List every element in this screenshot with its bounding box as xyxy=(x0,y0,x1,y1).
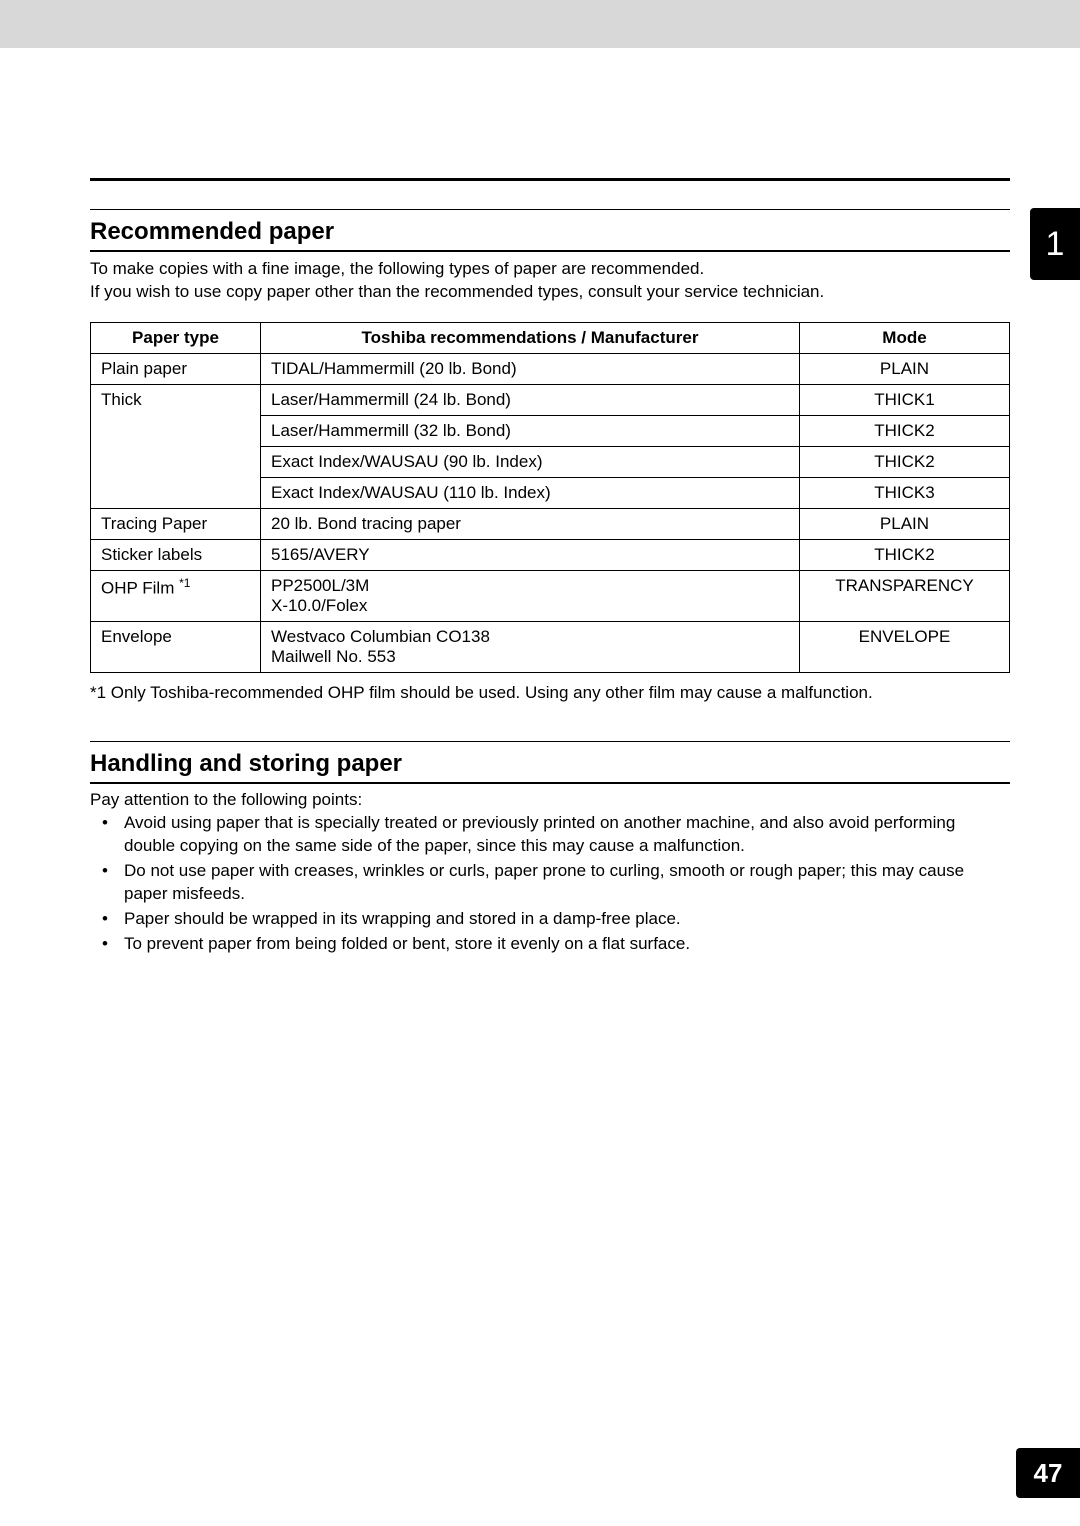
heading-rule-bottom xyxy=(90,250,1010,252)
cell-recommendation: Laser/Hammermill (24 lb. Bond) xyxy=(261,384,800,415)
list-item: Avoid using paper that is specially trea… xyxy=(90,812,1010,858)
intro-line-2: If you wish to use copy paper other than… xyxy=(90,282,824,301)
content-area: Recommended paper To make copies with a … xyxy=(90,178,1010,956)
page: 1 Recommended paper To make copies with … xyxy=(0,48,1080,1526)
table-row: Sticker labels 5165/AVERY THICK2 xyxy=(91,539,1010,570)
cell-paper-type: Plain paper xyxy=(91,353,261,384)
handling-bullet-list: Avoid using paper that is specially trea… xyxy=(90,812,1010,956)
table-body: Plain paper TIDAL/Hammermill (20 lb. Bon… xyxy=(91,353,1010,672)
section-handling-storing: Handling and storing paper xyxy=(90,741,1010,784)
section-recommended-paper: Recommended paper xyxy=(90,209,1010,252)
list-item: Paper should be wrapped in its wrapping … xyxy=(90,908,1010,931)
cell-mode: PLAIN xyxy=(800,508,1010,539)
paper-table: Paper type Toshiba recommendations / Man… xyxy=(90,322,1010,673)
cell-paper-type: OHP Film *1 xyxy=(91,570,261,621)
list-item: Do not use paper with creases, wrinkles … xyxy=(90,860,1010,906)
cell-paper-type: Tracing Paper xyxy=(91,508,261,539)
cell-mode: THICK2 xyxy=(800,539,1010,570)
page-number: 47 xyxy=(1034,1458,1063,1489)
footnote-ref: *1 xyxy=(179,576,190,590)
ohp-film-label: OHP Film xyxy=(101,579,179,598)
intro-line-1: To make copies with a fine image, the fo… xyxy=(90,259,704,278)
list-item: To prevent paper from being folded or be… xyxy=(90,933,1010,956)
intro-text: To make copies with a fine image, the fo… xyxy=(90,258,1010,304)
heading-rule-top xyxy=(90,741,1010,742)
cell-paper-type: Thick xyxy=(91,384,261,508)
cell-mode: THICK2 xyxy=(800,415,1010,446)
cell-recommendation: TIDAL/Hammermill (20 lb. Bond) xyxy=(261,353,800,384)
cell-mode: PLAIN xyxy=(800,353,1010,384)
cell-recommendation: 20 lb. Bond tracing paper xyxy=(261,508,800,539)
table-footnote: *1 Only Toshiba-recommended OHP film sho… xyxy=(90,683,1010,703)
heading-rule-bottom xyxy=(90,782,1010,784)
table-row: OHP Film *1 PP2500L/3M X-10.0/Folex TRAN… xyxy=(91,570,1010,621)
heading-handling-storing: Handling and storing paper xyxy=(90,748,1010,782)
table-row: Plain paper TIDAL/Hammermill (20 lb. Bon… xyxy=(91,353,1010,384)
table-row: Tracing Paper 20 lb. Bond tracing paper … xyxy=(91,508,1010,539)
chapter-number: 1 xyxy=(1046,225,1065,264)
chapter-tab: 1 xyxy=(1030,208,1080,280)
cell-mode: THICK1 xyxy=(800,384,1010,415)
cell-paper-type: Envelope xyxy=(91,621,261,672)
handling-intro: Pay attention to the following points: xyxy=(90,790,1010,810)
cell-mode: TRANSPARENCY xyxy=(800,570,1010,621)
top-rule xyxy=(90,178,1010,181)
cell-recommendation: Laser/Hammermill (32 lb. Bond) xyxy=(261,415,800,446)
cell-mode: ENVELOPE xyxy=(800,621,1010,672)
heading-recommended-paper: Recommended paper xyxy=(90,216,1010,250)
cell-mode: THICK3 xyxy=(800,477,1010,508)
cell-recommendation: PP2500L/3M X-10.0/Folex xyxy=(261,570,800,621)
table-header-row: Paper type Toshiba recommendations / Man… xyxy=(91,322,1010,353)
page-number-tab: 47 xyxy=(1016,1448,1080,1498)
table-row: Thick Laser/Hammermill (24 lb. Bond) THI… xyxy=(91,384,1010,415)
cell-recommendation: Exact Index/WAUSAU (110 lb. Index) xyxy=(261,477,800,508)
th-mode: Mode xyxy=(800,322,1010,353)
cell-recommendation: Exact Index/WAUSAU (90 lb. Index) xyxy=(261,446,800,477)
th-recommendation: Toshiba recommendations / Manufacturer xyxy=(261,322,800,353)
cell-recommendation: Westvaco Columbian CO138 Mailwell No. 55… xyxy=(261,621,800,672)
heading-rule-top xyxy=(90,209,1010,210)
table-row: Envelope Westvaco Columbian CO138 Mailwe… xyxy=(91,621,1010,672)
cell-paper-type: Sticker labels xyxy=(91,539,261,570)
cell-recommendation: 5165/AVERY xyxy=(261,539,800,570)
th-paper-type: Paper type xyxy=(91,322,261,353)
cell-mode: THICK2 xyxy=(800,446,1010,477)
